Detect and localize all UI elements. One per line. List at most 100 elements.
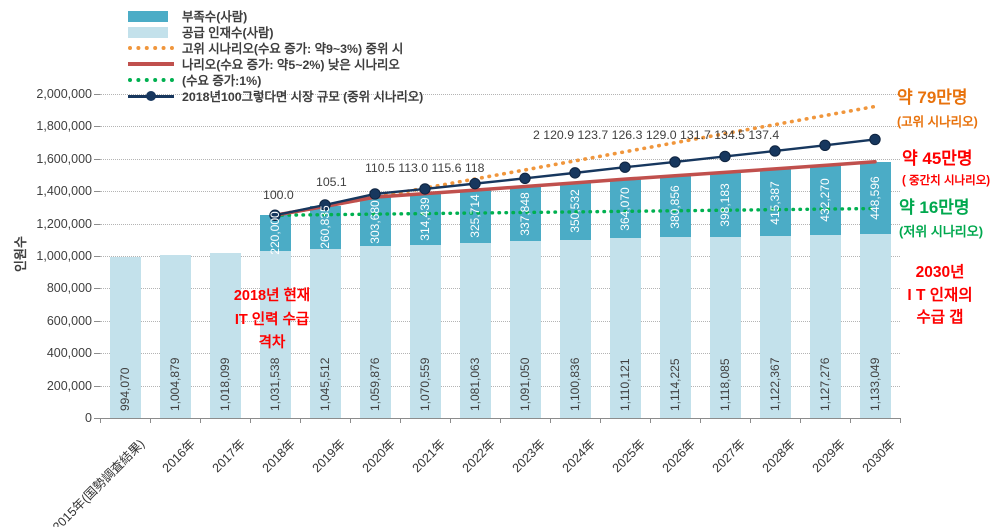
x-axis-label: 2024年 [559, 436, 598, 476]
bar-value-supply: 1,127,276 [818, 357, 832, 411]
bar-supply [759, 236, 791, 418]
bar-value-supply: 1,081,063 [468, 357, 482, 411]
y-axis-tick-mark [94, 223, 100, 225]
annotation-2030-gap-line1: 2030년 [915, 264, 965, 281]
y-axis-tick-label: 1,000,000 [36, 249, 92, 263]
x-axis-tick-mark [250, 418, 251, 423]
gridline [100, 385, 900, 387]
y-axis-tick-label: 1,800,000 [36, 119, 92, 134]
annotation-2030-gap-line3: 수급 갭 [916, 309, 964, 326]
dotted-line-icon [128, 78, 174, 82]
bar-supply [509, 241, 541, 418]
bar-value-supply: 994,070 [118, 367, 132, 411]
annotation-mid-sub: ( 중간치 시나리오) [902, 175, 991, 187]
x-axis-tick-mark [400, 418, 401, 423]
bar-supply [709, 236, 741, 418]
bar-value-shortage: 314,439 [418, 197, 432, 241]
legend-label: (수요 증가:1%) [182, 74, 262, 88]
market-size-index-marker [419, 183, 431, 195]
bar-value-shortage: 303,680 [368, 199, 382, 244]
x-axis-label: 2019年 [309, 436, 348, 476]
y-axis-tick-label: 0 [85, 411, 92, 425]
annotation-2018-gap-line2: IT 인력 수급 [234, 311, 310, 328]
x-axis-tick-mark [600, 418, 601, 423]
legend-label: 고위 시나리오(수요 증가: 약9~3%) 중위 시 [182, 42, 404, 56]
y-axis-tick-label: 1,600,000 [36, 151, 92, 166]
gridline [100, 288, 900, 290]
x-axis-tick-mark [100, 418, 101, 423]
y-axis-tick-mark [94, 158, 100, 160]
annotation-2030-gap: 2030년 I T 인재의 수급 갭 [874, 262, 1006, 330]
gridline [100, 256, 900, 257]
annotation-high-value: 약 79만명 [897, 88, 968, 107]
x-axis-label: 2018年 [259, 436, 298, 476]
annotation-2018-gap-line1: 2018년 현재 [233, 288, 311, 304]
bar-value-shortage: 432,270 [818, 178, 832, 223]
annotation-mid-scenario: 약 45만명 ( 중간치 시나리오) [902, 144, 990, 188]
index-label-2018: 100.0 [263, 188, 294, 202]
market-size-index-marker [769, 145, 781, 157]
legend-marker-box [128, 46, 176, 50]
x-axis-tick-mark [800, 418, 801, 423]
legend-label: 나리오(수요 증가: 약5~2%) 낮은 시나리오 [182, 58, 400, 72]
gridline [100, 353, 900, 355]
x-axis-tick-mark [200, 418, 201, 423]
y-axis-tick-mark [94, 385, 100, 387]
gridline [100, 223, 900, 225]
x-axis-label: 2028年 [759, 436, 798, 476]
market-size-index-marker [569, 167, 581, 179]
legend-marker-box [128, 90, 176, 102]
bar-value-shortage: 325,714 [468, 194, 482, 239]
annotation-2030-gap-line2: I T 인재의 [907, 286, 973, 304]
bar-value-shortage: 448,596 [868, 176, 882, 220]
x-axis-tick-mark [150, 418, 151, 423]
bar-supply [859, 234, 891, 418]
y-axis-tick-label: 600,000 [46, 313, 92, 328]
y-axis-tick-mark [94, 94, 100, 95]
market-size-index-marker [869, 133, 881, 146]
bar-value-supply: 1,118,085 [718, 358, 732, 412]
bar-supply [409, 244, 441, 418]
annotation-2018-gap-line3: 격차 [258, 335, 286, 351]
bar-value-shortage: 398,183 [718, 182, 732, 227]
gridline [100, 158, 900, 160]
market-size-index-marker [819, 139, 831, 152]
y-axis-tick-mark [94, 256, 100, 257]
legend-item: 부족수(사람) [128, 8, 423, 24]
bar-supply [109, 256, 141, 418]
legend-item: 나리오(수요 증가: 약5~2%) 낮은 시나리오 [128, 56, 423, 72]
market-size-index-marker [469, 177, 481, 190]
x-axis-label: 2015年(国勢調査結果) [50, 436, 148, 527]
index-labels-2023-2030: 2 120.9 123.7 126.3 129.0 131.7 134.5 13… [533, 128, 780, 142]
bar-value-supply: 1,004,879 [168, 357, 182, 411]
x-axis-tick-mark [350, 418, 351, 423]
x-axis-label: 2016年 [159, 436, 198, 476]
y-axis-tick-mark [94, 288, 100, 290]
x-axis-tick-mark [550, 418, 551, 423]
bar-value-supply: 1,018,099 [218, 357, 232, 411]
bar-value-shortage: 260,835 [318, 205, 332, 250]
legend-item: 고위 시나리오(수요 증가: 약9~3%) 중위 시 [128, 40, 423, 56]
legend-label: 2018년100그렇다면 시장 규모 (중위 시나리오) [182, 90, 424, 104]
bar-value-shortage: 415,387 [768, 180, 782, 225]
legend-marker-box [128, 26, 176, 38]
line-marker-icon [128, 90, 174, 102]
y-axis-tick-label: 1,400,000 [36, 184, 92, 199]
annotation-high-sub: (고위 시나리오) [897, 115, 978, 129]
gridline [100, 126, 900, 128]
x-axis-label: 2020年 [359, 436, 398, 476]
x-axis-tick-mark [500, 418, 501, 423]
bar-supply [559, 239, 591, 418]
x-axis-tick-mark [450, 418, 451, 423]
y-axis-tick-mark [94, 320, 100, 322]
x-axis-label: 2022年 [459, 436, 498, 476]
annotation-low-scenario: 약 16만명 (저위 시나리오) [899, 193, 983, 240]
legend-item: 2018년100그렇다면 시장 규모 (중위 시나리오) [128, 88, 423, 104]
shortage-swatch-icon [128, 10, 168, 22]
y-axis-tick-label: 400,000 [46, 346, 92, 361]
bar-shortage [259, 215, 291, 251]
bar-value-supply: 1,059,876 [368, 357, 382, 411]
solid-line-icon [128, 62, 174, 66]
legend-label: 부족수(사람) [182, 10, 248, 24]
bar-value-supply: 1,133,049 [868, 357, 882, 411]
